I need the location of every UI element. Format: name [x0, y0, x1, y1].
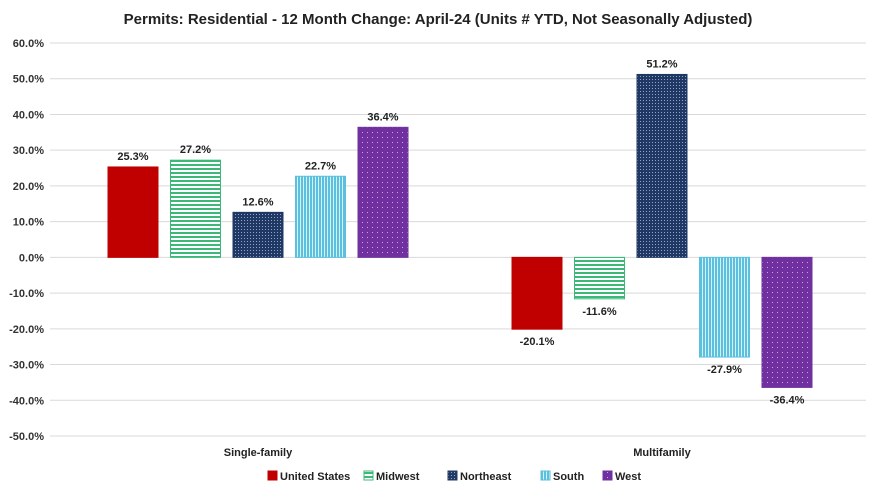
y-tick-label: -20.0% — [9, 324, 44, 336]
legend-label: South — [553, 471, 584, 483]
legend-swatch — [540, 470, 551, 481]
y-tick-label: -30.0% — [9, 360, 44, 372]
data-label: 12.6% — [242, 196, 273, 208]
bar-northeast — [232, 211, 284, 258]
data-label: 22.7% — [305, 160, 336, 172]
data-label: -27.9% — [707, 364, 742, 376]
legend-swatch — [602, 470, 613, 481]
data-label: -20.1% — [520, 336, 555, 348]
x-category-label: Multifamily — [633, 447, 691, 459]
bar-midwest — [170, 159, 221, 258]
bar-west — [761, 256, 813, 388]
data-label: 36.4% — [367, 111, 398, 123]
y-tick-label: 30.0% — [13, 145, 44, 157]
bar-northeast — [636, 73, 688, 258]
legend-swatch — [267, 470, 278, 481]
bar-united-states — [511, 256, 563, 330]
bar-south — [699, 256, 750, 358]
bar-south — [295, 175, 346, 258]
legend-label: West — [615, 471, 641, 483]
y-tick-label: -10.0% — [9, 288, 44, 300]
data-label: 25.3% — [117, 151, 148, 163]
y-tick-label: 40.0% — [13, 109, 44, 121]
y-tick-label: 10.0% — [13, 217, 44, 229]
data-label: -11.6% — [582, 306, 616, 318]
y-tick-label: 60.0% — [13, 38, 44, 50]
chart-title: Permits: Residential - 12 Month Change: … — [124, 11, 753, 28]
bar-united-states — [107, 166, 159, 258]
legend-label: Midwest — [376, 471, 420, 483]
legend-swatch — [363, 470, 374, 481]
y-tick-label: 50.0% — [13, 74, 44, 86]
data-label: 27.2% — [180, 144, 211, 156]
x-category-label: Single-family — [224, 447, 293, 459]
y-tick-label: 0.0% — [19, 252, 44, 264]
y-tick-label: -50.0% — [9, 431, 44, 443]
data-label: 51.2% — [646, 58, 677, 70]
legend-label: United States — [280, 471, 350, 483]
legend-swatch — [447, 470, 458, 481]
data-label: -36.4% — [770, 394, 805, 406]
y-tick-label: -40.0% — [9, 395, 44, 407]
legend-label: Northeast — [460, 471, 512, 483]
bar-midwest — [574, 256, 625, 300]
bar-west — [357, 126, 409, 258]
y-tick-label: 20.0% — [13, 181, 44, 193]
